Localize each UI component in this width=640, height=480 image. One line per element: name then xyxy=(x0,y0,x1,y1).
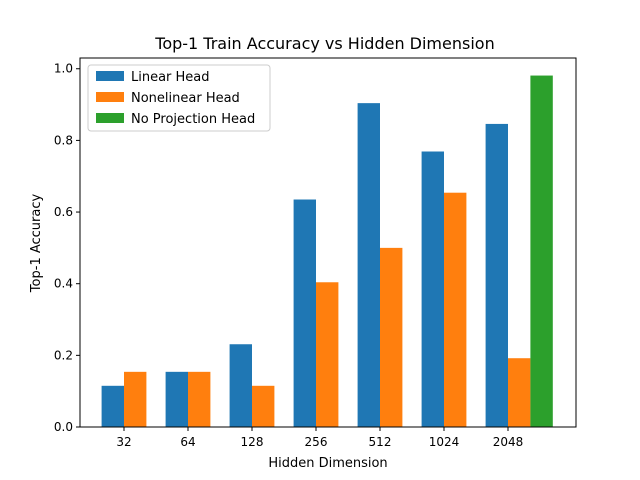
legend-label: No Projection Head xyxy=(131,112,255,127)
bar-2048-series-0 xyxy=(485,123,508,427)
axes-group: 32 64 128 256 512 1024 2048 0.0 0.2 0.4 0.6 0.8 1.0 xyxy=(54,57,577,449)
legend-label: Linear Head xyxy=(131,70,210,85)
x-axis-label: Hidden Dimension xyxy=(268,456,387,471)
y-tick-label: 1.0 xyxy=(54,62,73,76)
legend-box xyxy=(87,64,271,132)
x-tick-label: 32 xyxy=(116,435,131,449)
y-tick-label: 0.8 xyxy=(54,133,73,147)
y-tick-label: 0.6 xyxy=(54,205,73,219)
bar-512-series-1 xyxy=(380,247,403,427)
bar-64-series-1 xyxy=(188,371,211,427)
y-axis-label: Top-1 Accuracy xyxy=(29,194,44,294)
y-tick-label: 0.0 xyxy=(54,420,73,434)
bar-32-series-1 xyxy=(124,371,147,427)
x-tick-label: 256 xyxy=(305,435,328,449)
bars-group xyxy=(101,75,553,428)
bar-32-series-0 xyxy=(101,385,124,427)
bar-128-series-0 xyxy=(229,344,252,427)
legend-label: Nonelinear Head xyxy=(131,91,240,106)
bar-1024-series-0 xyxy=(421,151,444,427)
bar-256-series-0 xyxy=(293,199,316,427)
y-tick-label: 0.4 xyxy=(54,277,73,291)
chart-title: Top-1 Train Accuracy vs Hidden Dimension xyxy=(154,34,494,53)
y-tick-label: 0.2 xyxy=(54,348,73,362)
bar-128-series-1 xyxy=(252,385,275,427)
x-tick-label: 2048 xyxy=(493,435,524,449)
legend-swatch xyxy=(96,113,124,123)
x-tick-label: 128 xyxy=(241,435,264,449)
x-tick-label: 512 xyxy=(369,435,392,449)
bar-1024-series-1 xyxy=(444,192,467,427)
plot-frame xyxy=(79,57,577,428)
legend-swatch xyxy=(96,92,124,102)
bar-2048-series-2 xyxy=(530,75,553,427)
bar-2048-series-1 xyxy=(508,358,531,427)
bar-512-series-0 xyxy=(357,103,380,428)
bar-64-series-0 xyxy=(165,371,188,427)
legend-swatch xyxy=(96,71,124,81)
bar-256-series-1 xyxy=(316,282,339,427)
x-tick-label: 64 xyxy=(180,435,195,449)
legend: Linear Head Nonelinear Head No Projection … xyxy=(87,64,271,132)
x-tick-label: 1024 xyxy=(429,435,460,449)
